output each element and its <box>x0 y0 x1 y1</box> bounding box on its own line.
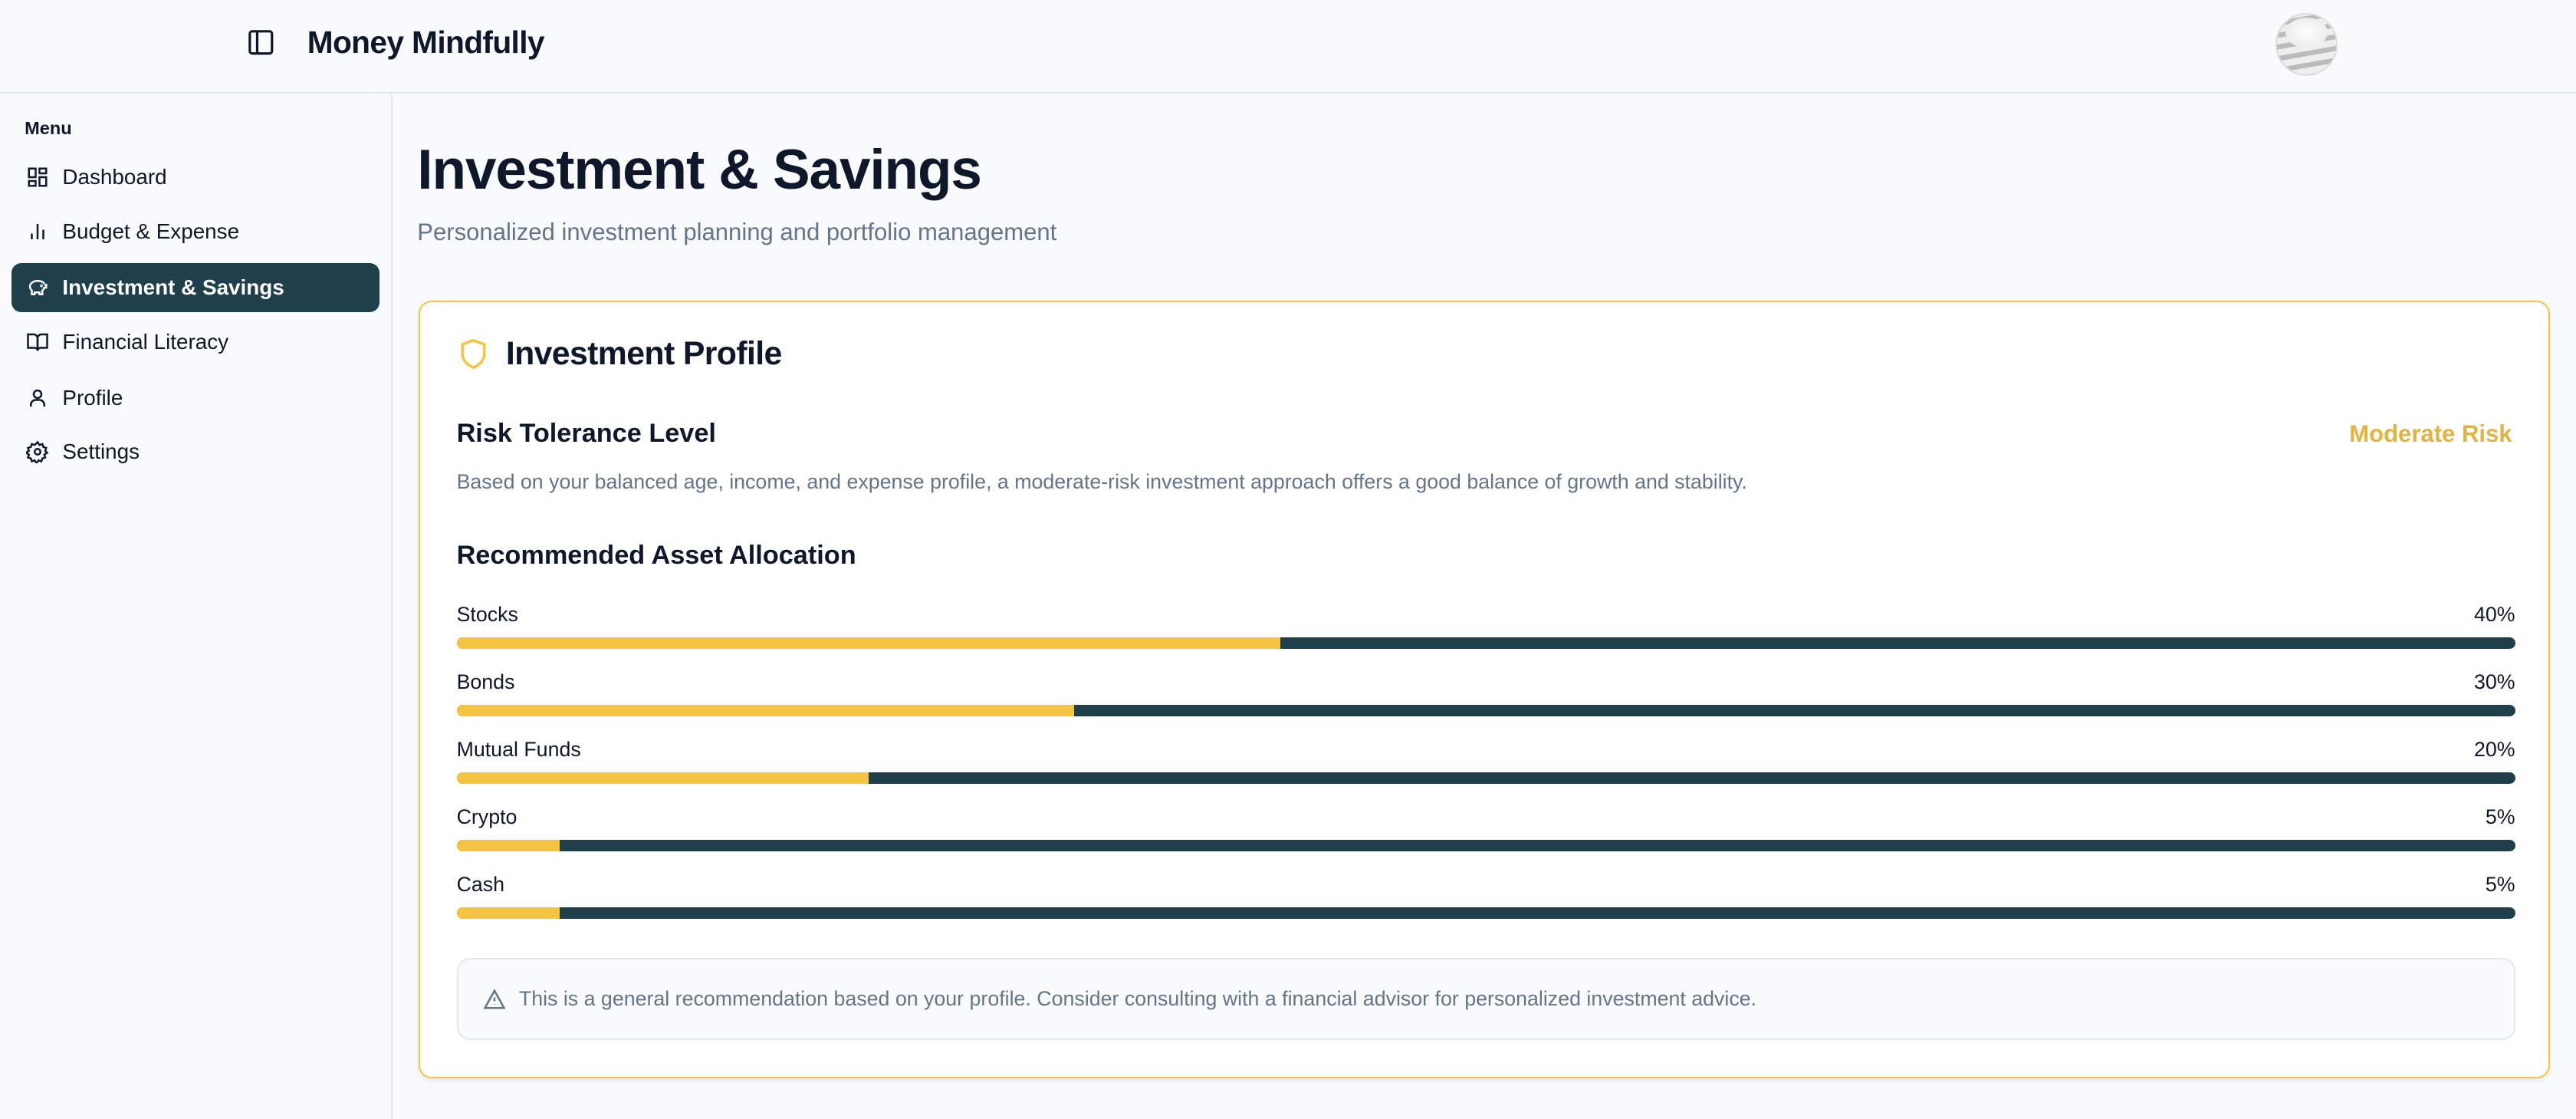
risk-heading: Risk Tolerance Level <box>456 419 716 449</box>
top-header: Money Mindfully <box>0 0 2576 94</box>
page-title: Investment & Savings <box>417 138 982 201</box>
sidebar-item-label: Dashboard <box>62 165 167 189</box>
sidebar-item-label: Settings <box>62 439 140 464</box>
sidebar: Menu Dashboard Budget & Expense Investme… <box>0 94 393 1119</box>
shield-icon <box>460 338 486 370</box>
allocation-label: Cash <box>456 872 505 896</box>
allocation-row: Stocks 40% <box>456 603 2515 650</box>
card-title: Investment Profile <box>457 335 782 373</box>
allocation-row: Crypto 5% <box>456 805 2515 851</box>
allocation-row: Bonds 30% <box>456 670 2515 717</box>
sidebar-item-settings[interactable]: Settings <box>12 427 380 476</box>
allocation-percent: 5% <box>2485 805 2515 828</box>
app-title: Money Mindfully <box>307 25 545 61</box>
allocation-progress-bar <box>456 705 2515 717</box>
page-subtitle: Personalized investment planning and por… <box>417 218 1057 245</box>
sidebar-item-profile[interactable]: Profile <box>12 373 380 422</box>
allocation-progress-fill <box>456 637 1280 650</box>
menu-label: Menu <box>25 118 72 139</box>
allocation-label: Crypto <box>456 805 518 828</box>
warning-icon <box>483 988 506 1009</box>
risk-level-badge: Moderate Risk <box>2349 420 2512 448</box>
allocation-progress-fill <box>456 772 869 784</box>
sidebar-item-financial-literacy[interactable]: Financial Literacy <box>12 318 380 367</box>
allocation-row: Mutual Funds 20% <box>456 737 2515 784</box>
sidebar-item-label: Financial Literacy <box>62 329 229 354</box>
allocation-progress-fill <box>456 907 560 919</box>
allocation-heading: Recommended Asset Allocation <box>456 540 856 570</box>
allocation-label: Mutual Funds <box>456 737 581 761</box>
dashboard-icon <box>28 167 48 187</box>
piggy-bank-icon <box>29 279 48 295</box>
sidebar-item-label: Budget & Expense <box>62 219 240 244</box>
bar-chart-icon <box>31 224 45 240</box>
allocation-progress-bar <box>456 772 2515 784</box>
allocation-row: Cash 5% <box>456 872 2515 919</box>
disclaimer-text: This is a general recommendation based o… <box>518 987 1757 1011</box>
gear-icon <box>26 440 49 464</box>
allocation-percent: 5% <box>2485 872 2515 896</box>
user-avatar[interactable] <box>2275 13 2338 76</box>
investment-profile-card: Investment Profile Risk Tolerance Level … <box>419 301 2550 1078</box>
allocation-progress-fill <box>456 705 1075 717</box>
card-title-text: Investment Profile <box>505 334 782 372</box>
allocation-progress-bar <box>456 637 2515 650</box>
allocation-label: Stocks <box>456 603 518 627</box>
disclaimer-note: This is a general recommendation based o… <box>456 958 2515 1041</box>
allocation-progress-bar <box>456 839 2515 851</box>
allocation-label: Bonds <box>456 670 515 694</box>
sidebar-item-investment[interactable]: Investment & Savings <box>12 262 380 313</box>
allocation-progress-fill <box>456 839 560 851</box>
sidebar-toggle-icon[interactable] <box>246 28 276 58</box>
sidebar-item-budget[interactable]: Budget & Expense <box>12 207 380 256</box>
allocation-progress-bar <box>456 907 2515 919</box>
sidebar-item-label: Investment & Savings <box>62 275 284 299</box>
user-icon <box>30 389 46 406</box>
allocation-percent: 40% <box>2473 603 2515 627</box>
sidebar-item-label: Profile <box>62 385 123 410</box>
sidebar-item-dashboard[interactable]: Dashboard <box>12 153 380 202</box>
allocation-percent: 30% <box>2473 670 2515 694</box>
allocation-percent: 20% <box>2473 737 2515 761</box>
book-icon <box>27 333 49 351</box>
risk-description: Based on your balanced age, income, and … <box>456 469 1747 493</box>
